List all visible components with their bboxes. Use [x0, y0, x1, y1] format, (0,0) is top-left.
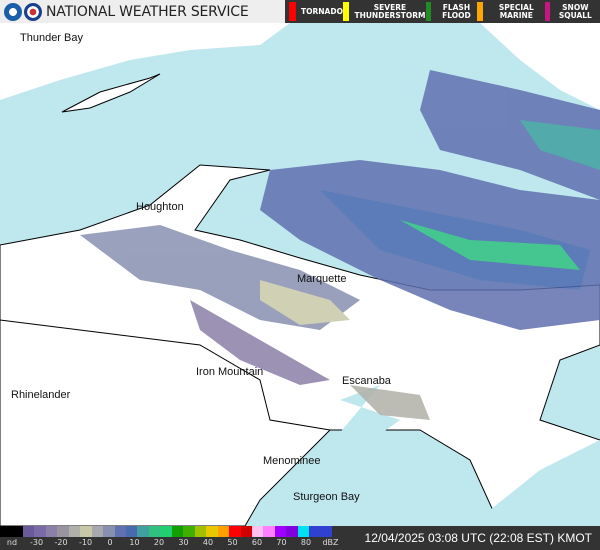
city-label: Iron Mountain — [196, 366, 264, 378]
warning-legend: TORNADO SEVERE THUNDERSTORM FLASH FLOOD SPE… — [285, 0, 600, 23]
scale-swatch — [103, 526, 115, 537]
scale-swatch — [11, 526, 23, 537]
warning-item: SPECIAL MARINE — [476, 2, 545, 21]
warning-item: SNOW SQUALL — [545, 2, 596, 21]
city-label: Menominee — [263, 455, 321, 467]
scale-swatch — [34, 526, 46, 537]
scale-swatch — [240, 526, 252, 537]
scale-tick-label: -10 — [78, 538, 93, 547]
noaa-logo — [4, 2, 22, 21]
scale-tick-label: dBZ — [322, 538, 339, 547]
scale-swatch — [45, 526, 58, 537]
ontario-land — [480, 23, 600, 110]
scale-swatch — [320, 526, 333, 537]
scale-tick-label: 80 — [300, 538, 312, 547]
dbz-color-scale: nd -30 -20 -10 0 10 20 30 40 50 60 70 80 dBZ — [0, 526, 339, 550]
scale-swatch — [286, 526, 298, 537]
city-label: Sturgeon Bay — [293, 491, 360, 503]
scale-tick-label: 50 — [227, 538, 238, 547]
scale-tick-label: nd — [6, 538, 18, 547]
scale-swatch — [91, 526, 104, 537]
scale-tick-label: 40 — [202, 538, 214, 547]
scale-swatch — [183, 526, 195, 537]
app-title: NATIONAL WEATHER SERVICE — [46, 3, 249, 20]
scale-swatch — [194, 526, 207, 537]
scale-swatch — [274, 526, 287, 537]
city-label: Rhinelander — [11, 389, 71, 401]
north-shore-land — [0, 23, 290, 100]
city-label: Marquette — [297, 273, 347, 285]
warning-label: TORNADO — [301, 6, 343, 16]
scale-swatch — [0, 526, 12, 537]
isle-royale — [61, 73, 161, 113]
warning-swatch — [425, 2, 431, 21]
scale-swatch — [251, 526, 264, 537]
timestamp: 12/04/2025 03:08 UTC (22:08 EST) KMOT — [364, 531, 592, 545]
warning-item: FLASH FLOOD — [425, 2, 477, 21]
scale-tick-label: 0 — [107, 538, 113, 547]
scale-tick-label: -30 — [29, 538, 44, 547]
scale-swatch — [68, 526, 81, 537]
lake-michigan-water — [470, 440, 600, 526]
scale-tick-label: 60 — [251, 538, 263, 547]
warning-item: SEVERE THUNDERSTORM — [342, 2, 426, 21]
nws-brand: NATIONAL WEATHER SERVICE — [0, 0, 285, 23]
state-border — [0, 319, 331, 431]
color-bar — [0, 526, 333, 537]
city-label: Escanaba — [342, 375, 391, 387]
scale-tick-label: 70 — [276, 538, 287, 547]
scale-swatch — [171, 526, 184, 537]
city-label: Houghton — [136, 201, 184, 213]
scale-swatch — [160, 526, 172, 537]
warning-label: FLASH FLOOD — [442, 2, 471, 20]
scale-swatch — [206, 526, 218, 537]
scale-swatch — [148, 526, 161, 537]
scale-swatch — [263, 526, 275, 537]
scale-swatch — [297, 526, 310, 537]
radar-echoes — [80, 70, 600, 420]
scale-tick-label: 10 — [129, 538, 140, 547]
warning-swatch — [476, 2, 483, 21]
scale-swatch — [22, 526, 35, 537]
scale-tick-label: 20 — [153, 538, 165, 547]
scale-swatch — [309, 526, 321, 537]
green-bay-water — [250, 385, 400, 526]
scale-tick-label: -20 — [54, 538, 68, 547]
scale-swatch — [137, 526, 149, 537]
warning-label: SEVERE THUNDERSTORM — [354, 2, 426, 20]
nws-logo — [24, 2, 42, 21]
warning-label: SPECIAL MARINE — [498, 2, 534, 20]
scale-swatch — [57, 526, 69, 537]
scale-tick-label: 30 — [178, 538, 189, 547]
warning-swatch — [342, 2, 349, 21]
scale-swatch — [229, 526, 241, 537]
scale-swatch — [80, 526, 92, 537]
scale-swatch — [125, 526, 138, 537]
footer: nd -30 -20 -10 0 10 20 30 40 50 60 70 80 dBZ 12/04/20… — [0, 526, 600, 550]
header: NATIONAL WEATHER SERVICE TORNADO SEVERE T… — [0, 0, 600, 23]
warning-swatch — [545, 2, 550, 21]
warning-item: TORNADO — [289, 2, 343, 21]
city-label: Thunder Bay — [20, 32, 83, 44]
scale-swatch — [217, 526, 230, 537]
scale-swatch — [114, 526, 126, 537]
warning-swatch — [289, 2, 296, 21]
warning-label: SNOW SQUALL — [558, 2, 592, 20]
